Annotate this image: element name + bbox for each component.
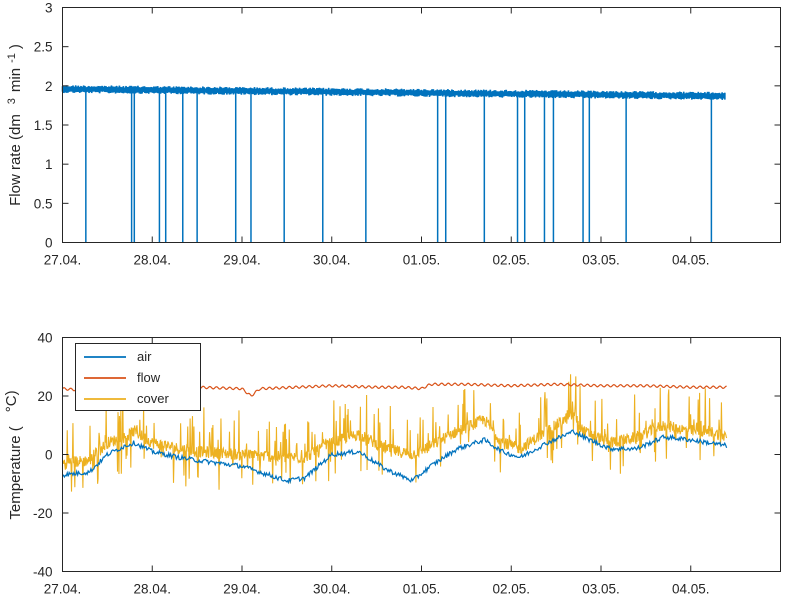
flow-y-label-close: )	[7, 44, 24, 49]
temperature-y-label-main: Temperature (	[7, 426, 24, 519]
flow-y-axis-label: Flow rate (dm 3 min -1)	[6, 44, 24, 206]
series-line-cover	[62, 374, 728, 492]
flow-y-tick-label: 1.5	[34, 118, 53, 133]
flow-x-tick-label: 27.04.	[44, 253, 82, 268]
temperature-x-tick-label: 02.05.	[492, 582, 530, 596]
flow-y-tick-label: 3	[45, 1, 53, 16]
temperature-x-tick-label: 29.04.	[223, 582, 261, 596]
flow-y-tick-label: 0.5	[34, 196, 53, 211]
flow-y-tick-label: 2	[45, 79, 53, 94]
temperature-chart: 27.04. 28.04. 29.04. 30.04. 01.05. 02.05. 03.0…	[3, 331, 781, 596]
temperature-x-tick-label: 27.04.	[44, 582, 82, 596]
temperature-y-tick-label: -20	[33, 506, 53, 521]
flow-x-tick-label: 30.04.	[313, 253, 351, 268]
flow-y-label-exp: 3	[6, 98, 18, 104]
flow-y-tick-label: 0	[45, 236, 53, 251]
legend: air flow cover	[75, 343, 201, 411]
temperature-x-tick-label: 01.05.	[403, 582, 441, 596]
flow-axes-box	[62, 7, 781, 243]
temperature-y-label-unit: °C)	[3, 390, 20, 412]
temperature-y-tick-label: 40	[37, 331, 52, 346]
flow-y-label-main: Flow rate (dm	[7, 114, 24, 206]
flow-x-tick-label: 28.04.	[133, 253, 171, 268]
temperature-x-tick-label: 30.04.	[313, 582, 351, 596]
temperature-y-tick-label: 20	[37, 389, 52, 404]
legend-label-air: air	[137, 349, 152, 364]
flow-rate-line	[61, 85, 726, 101]
flow-x-tick-label: 01.05.	[403, 253, 441, 268]
temperature-x-tick-label: 03.05.	[582, 582, 620, 596]
legend-label-cover: cover	[137, 391, 169, 406]
temperature-y-axis-label: Temperature ( °C)	[3, 390, 24, 519]
temperature-x-tick-label: 04.05.	[672, 582, 710, 596]
flow-rate-chart: 27.04. 28.04. 29.04. 30.04. 01.05. 02.05. 03.0…	[6, 1, 781, 268]
temperature-y-tick-label: -40	[33, 565, 53, 580]
flow-x-tick-label: 04.05.	[672, 253, 710, 268]
flow-y-tick-label: 1	[45, 157, 53, 172]
flow-x-tick-label: 03.05.	[582, 253, 620, 268]
temperature-y-tick-label: 0	[45, 448, 53, 463]
flow-y-label-exp2: -1	[6, 53, 18, 63]
series-line-air	[62, 429, 728, 485]
temperature-x-tick-label: 28.04.	[133, 582, 171, 596]
legend-label-flow: flow	[137, 370, 161, 385]
flow-y-label-min: min	[7, 68, 24, 92]
flow-y-tick-label: 2.5	[34, 40, 53, 55]
flow-x-tick-label: 02.05.	[492, 253, 530, 268]
flow-x-tick-label: 29.04.	[223, 253, 261, 268]
